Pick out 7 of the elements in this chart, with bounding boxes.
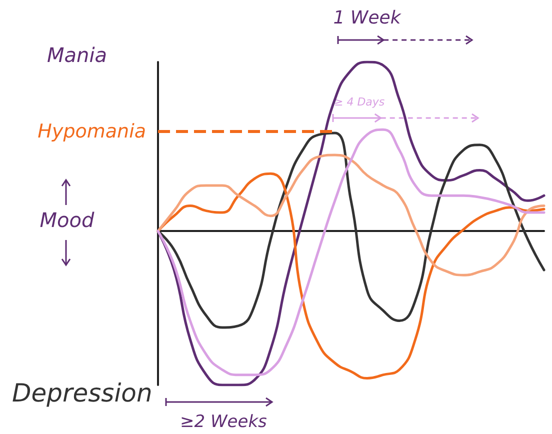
text: Depression: [12, 378, 152, 408]
text: 1 Week: [333, 8, 402, 28]
text: Mania: [47, 43, 107, 67]
annotation: ≥ 4 Days: [334, 96, 385, 108]
text: Mood: [40, 208, 95, 232]
ref-line-label: Hypomania: [38, 120, 146, 142]
text: ≥2 Weeks: [180, 412, 268, 432]
